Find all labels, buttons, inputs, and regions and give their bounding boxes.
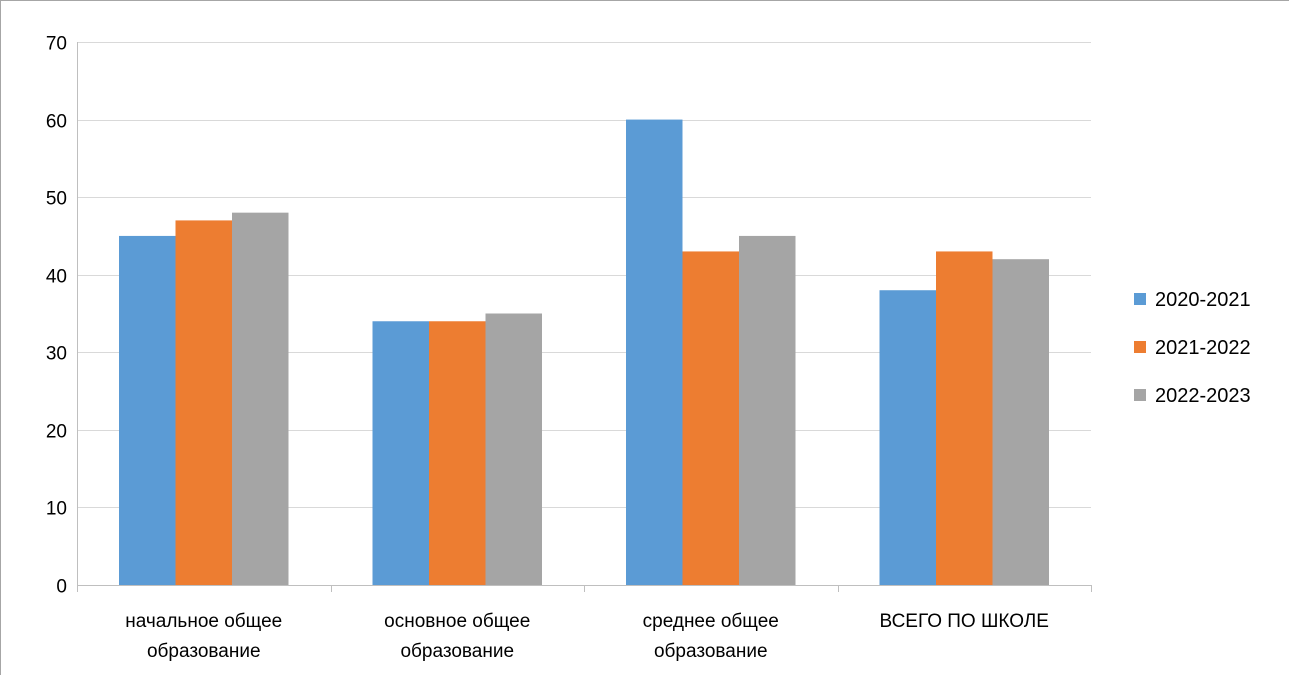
y-tick-label: 20 (46, 422, 67, 443)
x-tick-labels: начальное общее образование основное общее… (125, 611, 1049, 662)
legend-label: 2021-2022 (1155, 337, 1251, 359)
bar (626, 119, 683, 586)
legend-swatch (1134, 341, 1146, 353)
y-tick-label: 10 (46, 499, 67, 520)
bar (372, 321, 429, 585)
x-tick-label: образование (654, 641, 768, 662)
legend-swatch (1134, 389, 1146, 401)
bar (739, 235, 796, 585)
y-tick-label: 40 (46, 267, 67, 288)
x-tick-label: ВСЕГО ПО ШКОЛЕ (880, 611, 1049, 632)
x-tick-label: образование (400, 641, 514, 662)
x-tick-label: образование (147, 641, 261, 662)
legend-swatch (1134, 293, 1146, 305)
bar (992, 259, 1049, 585)
legend-label: 2020-2021 (1155, 289, 1251, 311)
x-tick-label: основное общее (384, 611, 530, 632)
x-tick-label: начальное общее (125, 611, 282, 632)
y-tick-label: 0 (56, 577, 67, 598)
bar (429, 321, 486, 585)
y-tick-label: 70 (46, 34, 67, 55)
axes (77, 42, 1092, 592)
bar (879, 290, 936, 585)
bar (936, 251, 993, 585)
legend-label: 2022-2023 (1155, 385, 1251, 407)
x-tick-label: среднее общее (643, 611, 779, 632)
bar (119, 235, 176, 585)
y-tick-label: 60 (46, 112, 67, 133)
y-tick-label: 50 (46, 189, 67, 210)
y-tick-label: 30 (46, 344, 67, 365)
bars (119, 119, 1049, 586)
bar (175, 220, 232, 585)
bar (232, 212, 289, 585)
y-tick-labels: 0 10 20 30 40 50 60 70 (46, 34, 67, 598)
bar (485, 313, 542, 585)
bar (682, 251, 739, 585)
legend: 2020-2021 2021-2022 2022-2023 (1134, 289, 1251, 407)
